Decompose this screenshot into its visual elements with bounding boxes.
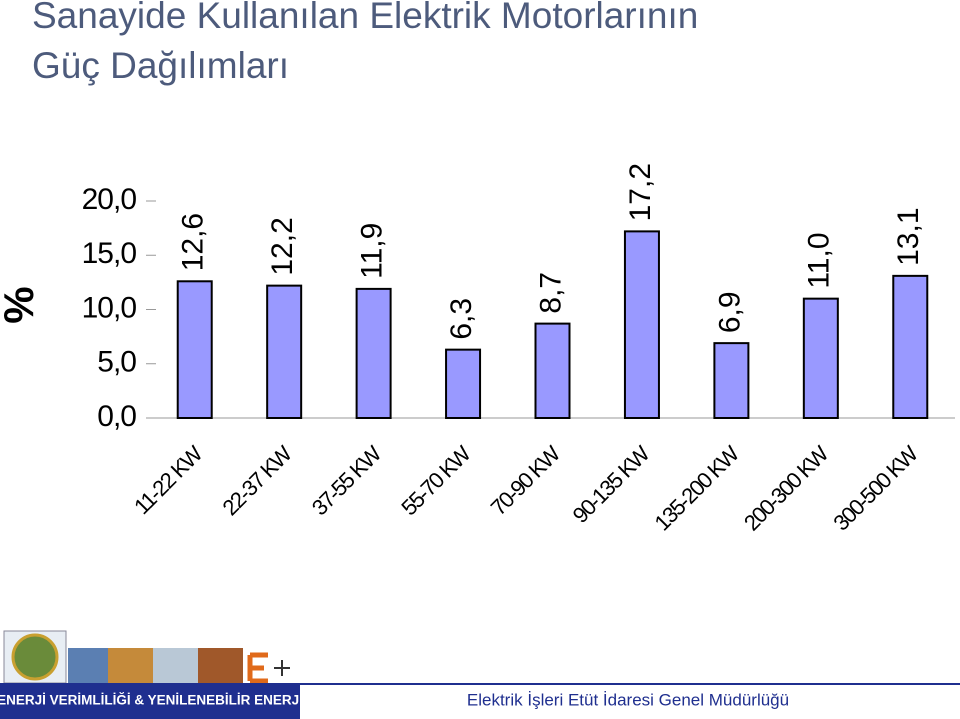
value-label: 13,1 (892, 207, 925, 265)
footer-right: Elektrik İşleri Etüt İdaresi Genel Müdür… (467, 690, 789, 709)
bar (623, 230, 660, 419)
bar (355, 287, 392, 420)
y-tick-label: 20,0 (82, 183, 137, 216)
photo (108, 648, 153, 683)
photo (198, 648, 243, 683)
bar (892, 274, 929, 419)
value-label: 17,2 (624, 163, 657, 221)
photo (153, 648, 198, 683)
value-label: 6,3 (445, 298, 478, 340)
y-tick-label: 0,0 (97, 400, 136, 433)
y-axis-label: % (0, 286, 42, 323)
y-tick-label: 10,0 (82, 291, 137, 324)
bar (534, 322, 571, 420)
bar (713, 342, 750, 420)
x-tick-label: 90-135 KW (568, 441, 655, 528)
x-tick-label: 300-500 KW (828, 441, 923, 536)
title-line: Sanayide Kullanılan Elektrik Motorlarını… (32, 0, 698, 36)
bar (445, 348, 482, 419)
value-label: 11,0 (803, 232, 836, 288)
y-tick-label: 15,0 (82, 237, 137, 270)
value-label: 12,6 (177, 213, 210, 271)
x-tick-label: 135-200 KW (649, 441, 744, 536)
x-tick-label: 200-300 KW (739, 441, 834, 536)
x-tick-label: 37-55 KW (307, 441, 387, 521)
value-label: 11,9 (356, 223, 389, 279)
y-tick-label: 5,0 (97, 346, 136, 379)
x-tick-label: 70-90 KW (486, 441, 566, 521)
value-label: 12,2 (266, 217, 299, 275)
footer-band (0, 683, 300, 719)
footer-left: ENERJİ VERİMLİLİĞİ & YENİLENEBİLİR ENERJ… (0, 693, 303, 708)
logo-emblem (11, 633, 59, 681)
value-label: 6,9 (713, 291, 746, 333)
title-line: Güç Dağılımları (32, 45, 289, 86)
value-label: 8,7 (534, 272, 567, 314)
x-tick-label: 11-22 KW (129, 441, 207, 519)
logo-plus (274, 660, 290, 676)
bar (176, 280, 213, 420)
bar (266, 284, 303, 419)
logo-e (247, 652, 268, 684)
x-tick-label: 22-37 KW (217, 441, 297, 521)
x-tick-label: 55-70 KW (396, 441, 476, 521)
bar (802, 297, 839, 419)
photo (68, 648, 108, 683)
